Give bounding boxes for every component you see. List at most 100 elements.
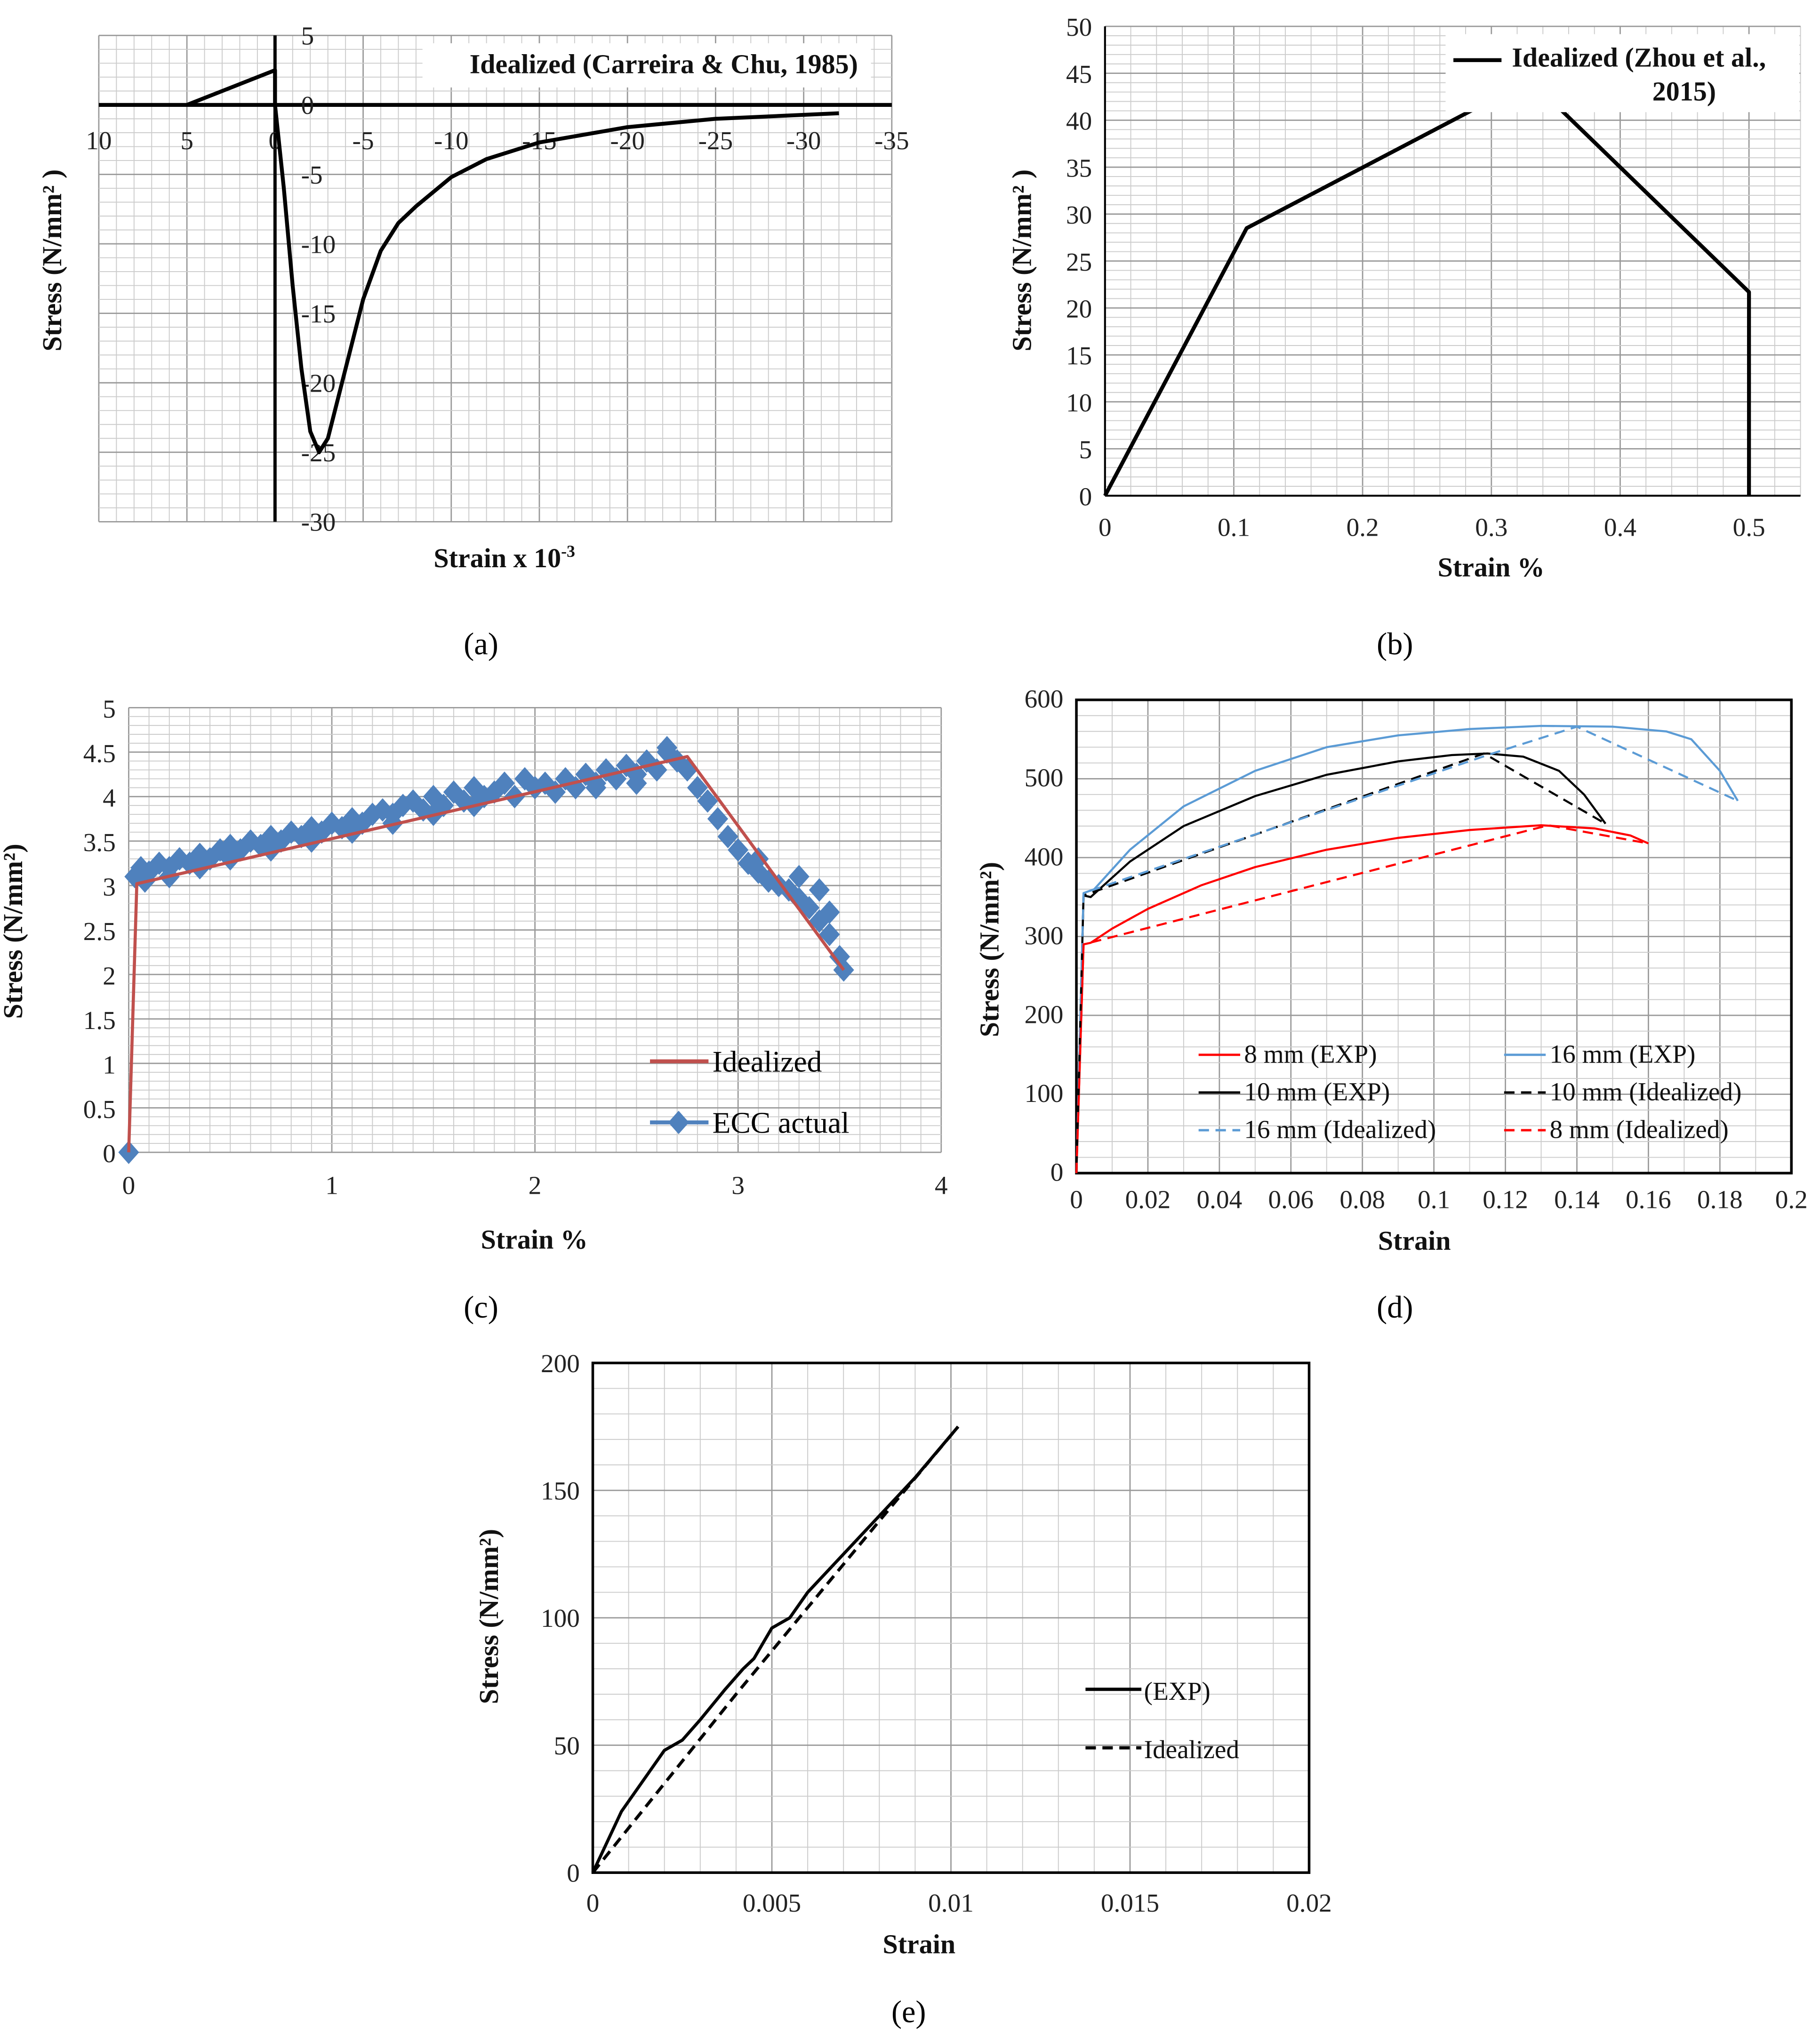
legend-marker — [668, 1110, 689, 1134]
y-tick-label: 0 — [1050, 1158, 1064, 1187]
y-tick-label: 300 — [1025, 921, 1064, 950]
y-tick-label: -15 — [301, 299, 336, 328]
y-tick-label: 0 — [301, 91, 314, 120]
y-axis-label: Stress (N/mm² ) — [37, 169, 67, 352]
legend: 8 mm (EXP) 16 mm (EXP) 10 mm (EXP) 10 mm (I… — [1198, 1039, 1741, 1144]
y-tick-label: 5 — [301, 22, 314, 50]
y-tick-label: 1.5 — [83, 1006, 116, 1035]
legend: Idealized ECC actual — [650, 1045, 850, 1140]
x-axis-label: Strain % — [1438, 552, 1545, 582]
series-16-mm-exp--line — [1075, 724, 1739, 1174]
x-tick-label: 0.02 — [1286, 1889, 1332, 1917]
legend-label: ECC actual — [713, 1106, 850, 1140]
x-tick-label: 0.1 — [1218, 513, 1250, 542]
y-tick-label: 50 — [1066, 13, 1092, 41]
x-tick-label: 0 — [586, 1889, 600, 1917]
plot-frame — [1075, 698, 1793, 1174]
series-idealized-carreira-chu-1985--line — [186, 68, 839, 454]
y-tick-label: 30 — [1066, 201, 1092, 229]
x-tick-label: -10 — [434, 126, 469, 155]
x-tick-label: 0.01 — [928, 1889, 974, 1917]
series-idealized-line — [127, 755, 845, 1153]
y-tick-label: 100 — [541, 1604, 580, 1632]
y-tick-label: 3 — [103, 872, 116, 901]
x-tick-label: 0 — [1098, 513, 1112, 542]
panel-b-zhou: 0 0.1 0.2 0.3 0.4 0.5 0 5 10 15 20 25 30 35 40 45 50 Stre… — [1006, 13, 1801, 582]
x-tick-label: 0.005 — [743, 1889, 801, 1917]
y-axis-label: Stress (N/mm² ) — [1006, 169, 1037, 352]
legend: (EXP) Idealized — [1085, 1677, 1239, 1764]
x-tick-label: 0.1 — [1418, 1185, 1450, 1214]
x-tick-label: 0 — [1070, 1185, 1083, 1214]
x-axis-label: Strain x 10-3 — [433, 542, 575, 573]
legend-label-continued: 2015) — [1652, 76, 1716, 106]
data-point-diamond — [342, 820, 363, 844]
x-tick-label: 0.14 — [1554, 1185, 1600, 1214]
x-tick-label: 0 — [122, 1171, 136, 1199]
caption-d: (d) — [1377, 1290, 1413, 1325]
series-16-mm-idealized--line — [1075, 725, 1739, 1174]
legend-box — [1445, 34, 1799, 113]
y-tick-label: 5 — [103, 695, 116, 724]
y-tick-label: 2.5 — [83, 917, 116, 946]
y-tick-label: 4 — [103, 784, 116, 812]
x-tick-label: 0.12 — [1483, 1185, 1528, 1214]
data-point-diamond — [819, 900, 840, 924]
y-tick-label: -5 — [301, 161, 323, 189]
x-tick-label: 5 — [180, 126, 193, 155]
data-point-diamond — [707, 807, 729, 831]
y-tick-label: 0 — [103, 1139, 116, 1168]
x-tick-label: 4 — [935, 1171, 948, 1199]
series-ecc-actual-markers — [118, 736, 854, 1164]
legend: Idealized (Zhou et al.,2015) — [1445, 34, 1799, 113]
y-tick-label: 400 — [1025, 842, 1064, 871]
data-point-diamond — [717, 825, 738, 849]
x-tick-label: 0.2 — [1347, 513, 1379, 542]
grid — [98, 34, 893, 523]
series-idealized-zhou-et-al--line — [1103, 78, 1751, 497]
grid — [128, 707, 942, 1153]
y-tick-label: 0 — [1079, 482, 1092, 511]
series-idealized-line — [591, 1425, 960, 1874]
y-tick-label: 200 — [1025, 1000, 1064, 1029]
y-tick-label: 1 — [103, 1050, 116, 1079]
series-8-mm-exp--line — [1075, 824, 1649, 1174]
x-tick-label: -5 — [353, 126, 374, 155]
x-axis-label: Strain % — [481, 1224, 588, 1254]
data-point-diamond — [626, 772, 647, 795]
legend-label: (EXP) — [1144, 1677, 1211, 1705]
y-tick-label: 20 — [1066, 295, 1092, 323]
panel-e-frp: 0 0.005 0.01 0.015 0.02 0 50 100 150 200 Stress (N… — [473, 1349, 1332, 1960]
caption-c: (c) — [464, 1290, 498, 1325]
y-tick-label: 40 — [1066, 107, 1092, 136]
legend-label: Idealized — [1144, 1735, 1239, 1764]
legend-label: 10 mm (EXP) — [1244, 1077, 1390, 1106]
legend-label: 10 mm (Idealized) — [1549, 1077, 1741, 1106]
panel-a-carreira-chu: 10 5 0 -5 -10 -15 -20 -25 -30 -3550-5-10-15-20-25… — [37, 22, 909, 573]
x-axis-label: Strain — [882, 1929, 955, 1959]
x-tick-label: 0.06 — [1268, 1185, 1314, 1214]
x-tick-label: 0.2 — [1775, 1185, 1808, 1214]
y-tick-label: 150 — [541, 1476, 580, 1505]
y-tick-label: 25 — [1066, 248, 1092, 276]
x-tick-label: 0.5 — [1733, 513, 1765, 542]
x-axis-label-superscript: -3 — [561, 542, 575, 561]
y-tick-label: 5 — [1079, 435, 1092, 464]
legend-box — [422, 43, 871, 88]
data-point-diamond — [260, 838, 281, 862]
y-tick-label: 4.5 — [83, 739, 116, 768]
y-tick-label: 100 — [1025, 1079, 1064, 1108]
y-tick-label: 35 — [1066, 153, 1092, 182]
legend-label: Idealized (Carreira & Chu, 1985) — [470, 48, 858, 79]
y-tick-label: 10 — [1066, 388, 1092, 417]
data-point-diamond — [301, 829, 322, 853]
x-tick-label: -25 — [698, 126, 733, 155]
y-tick-label: 15 — [1066, 341, 1092, 370]
data-point-diamond — [728, 838, 749, 862]
legend-label: 8 mm (Idealized) — [1549, 1115, 1728, 1144]
legend-label: 16 mm (Idealized) — [1244, 1115, 1436, 1144]
legend: Idealized (Carreira & Chu, 1985) — [422, 43, 871, 88]
y-tick-label: 3.5 — [83, 828, 116, 857]
x-tick-label: 0.4 — [1604, 513, 1636, 542]
data-point-diamond — [819, 923, 840, 946]
